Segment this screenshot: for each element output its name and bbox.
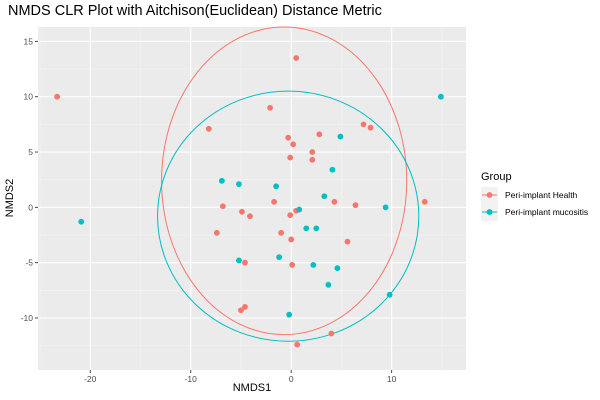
point-peri-implant-mucositis — [273, 183, 280, 190]
point-peri-implant-health — [219, 203, 226, 210]
point-peri-implant-mucositis — [236, 257, 242, 264]
point-peri-implant-health — [267, 104, 273, 111]
point-peri-implant-mucositis — [276, 254, 283, 261]
legend-key-point — [486, 192, 493, 198]
legend-title: Group — [481, 171, 512, 183]
legend-key-point — [486, 209, 493, 215]
point-peri-implant-health — [242, 304, 248, 310]
point-peri-implant-mucositis — [218, 177, 225, 184]
legend-item-peri-implant-health: Peri-implant Health — [481, 187, 578, 204]
y-tick-label: 10 — [24, 92, 34, 102]
point-peri-implant-health — [271, 198, 278, 205]
point-peri-implant-health — [289, 261, 296, 268]
chart-title: NMDS CLR Plot with Aitchison(Euclidean) … — [8, 3, 382, 19]
point-peri-implant-mucositis — [325, 281, 332, 288]
point-peri-implant-health — [287, 212, 294, 218]
legend-label: Peri-implant Health — [505, 190, 578, 200]
y-axis-title: NMDS2 — [4, 179, 16, 218]
point-peri-implant-health — [309, 149, 316, 155]
legend-items: Peri-implant Health Peri-implant mucositi… — [481, 187, 588, 221]
point-peri-implant-mucositis — [313, 225, 320, 232]
point-peri-implant-mucositis — [382, 204, 389, 211]
point-peri-implant-health — [331, 198, 338, 205]
plot-panel — [38, 27, 466, 370]
confidence-ellipses — [157, 26, 420, 342]
ellipse-peri-implant-health — [161, 26, 408, 336]
point-peri-implant-health — [213, 229, 220, 236]
y-tick-label: -10 — [21, 313, 34, 323]
point-peri-implant-mucositis — [334, 265, 341, 272]
y-axis-ticks: -10 -5 0 5 10 15 — [21, 36, 38, 323]
point-peri-implant-mucositis — [78, 218, 85, 225]
x-tick-label: -10 — [185, 374, 198, 384]
point-peri-implant-mucositis — [236, 181, 242, 188]
y-tick-label: 5 — [28, 147, 33, 157]
point-peri-implant-mucositis — [286, 311, 293, 318]
point-peri-implant-health — [54, 93, 60, 100]
legend-item-peri-implant-mucositis: Peri-implant mucositis — [481, 204, 588, 221]
point-peri-implant-health — [288, 236, 295, 243]
legend-label: Peri-implant mucositis — [505, 207, 588, 217]
y-tick-label: 15 — [24, 36, 34, 46]
x-tick-label: -20 — [84, 374, 97, 384]
point-peri-implant-mucositis — [321, 193, 328, 200]
point-peri-implant-health — [242, 259, 248, 266]
minor-gridlines — [38, 27, 466, 370]
point-peri-implant-health — [294, 341, 301, 348]
x-axis-title: NMDS1 — [233, 382, 272, 394]
point-peri-implant-health — [290, 141, 297, 148]
y-tick-label: -5 — [25, 258, 33, 268]
legend: Group Peri-implant Health Peri-implant mu… — [481, 171, 588, 221]
point-peri-implant-mucositis — [329, 166, 336, 173]
point-peri-implant-health — [360, 121, 367, 128]
point-peri-implant-health — [367, 124, 374, 131]
data-points — [54, 55, 444, 348]
point-peri-implant-health — [239, 208, 245, 215]
point-peri-implant-mucositis — [386, 291, 393, 298]
point-peri-implant-health — [238, 307, 244, 314]
x-axis-ticks: -20 -10 0 10 — [84, 370, 397, 384]
y-tick-label: 0 — [28, 202, 33, 212]
point-peri-implant-mucositis — [437, 93, 444, 100]
ellipse-peri-implant-mucositis — [157, 90, 420, 342]
point-peri-implant-health — [309, 156, 316, 163]
point-peri-implant-mucositis — [303, 225, 310, 232]
point-peri-implant-health — [344, 238, 351, 245]
point-peri-implant-health — [205, 125, 212, 132]
point-peri-implant-health — [328, 330, 335, 337]
point-peri-implant-health — [287, 154, 294, 161]
point-peri-implant-health — [285, 134, 292, 141]
point-peri-implant-health — [421, 198, 428, 205]
point-peri-implant-mucositis — [337, 133, 344, 140]
point-peri-implant-health — [352, 202, 359, 209]
point-peri-implant-health — [316, 131, 323, 138]
point-peri-implant-mucositis — [296, 206, 303, 213]
x-tick-label: 0 — [289, 374, 294, 384]
x-tick-label: 10 — [387, 374, 397, 384]
point-peri-implant-mucositis — [310, 261, 317, 268]
point-peri-implant-health — [293, 55, 300, 61]
point-peri-implant-health — [247, 213, 253, 220]
point-peri-implant-health — [278, 229, 285, 236]
